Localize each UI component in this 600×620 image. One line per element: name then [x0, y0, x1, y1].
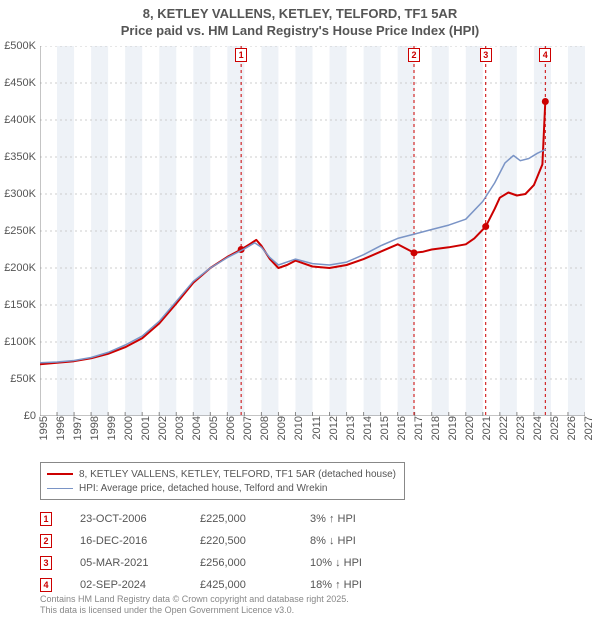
x-tick-label: 1995 — [36, 416, 50, 440]
y-tick-label: £450K — [4, 77, 40, 89]
y-tick-label: £200K — [4, 262, 40, 274]
event-row: 1 23-OCT-2006£225,0003% ↑ HPI — [40, 508, 362, 530]
y-tick-label: £250K — [4, 225, 40, 237]
event-row-marker: 1 — [40, 512, 52, 526]
event-row-marker: 3 — [40, 556, 52, 570]
x-tick-label: 2012 — [326, 416, 340, 440]
x-tick-label: 2024 — [530, 416, 544, 440]
y-tick-label: £100K — [4, 336, 40, 348]
event-row: 2 16-DEC-2016£220,5008% ↓ HPI — [40, 530, 362, 552]
y-tick-label: £500K — [4, 40, 40, 52]
x-tick-label: 2017 — [411, 416, 425, 440]
x-tick-label: 2010 — [291, 416, 305, 440]
event-marker-4: 4 — [539, 48, 551, 62]
footer-attribution: Contains HM Land Registry data © Crown c… — [40, 594, 349, 617]
event-price: £256,000 — [200, 557, 310, 569]
event-date: 16-DEC-2016 — [80, 535, 200, 547]
x-tick-label: 1999 — [104, 416, 118, 440]
legend-swatch — [47, 473, 73, 475]
x-tick-label: 1997 — [70, 416, 84, 440]
event-date: 05-MAR-2021 — [80, 557, 200, 569]
legend-swatch — [47, 488, 73, 489]
title-line-2: Price paid vs. HM Land Registry's House … — [0, 23, 600, 38]
x-tick-label: 2015 — [377, 416, 391, 440]
legend-label: 8, KETLEY VALLENS, KETLEY, TELFORD, TF1 … — [79, 469, 396, 480]
chart-plot-area: £0£50K£100K£150K£200K£250K£300K£350K£400… — [40, 46, 585, 416]
x-tick-label: 2021 — [479, 416, 493, 440]
events-table: 1 23-OCT-2006£225,0003% ↑ HPI 2 16-DEC-2016… — [40, 508, 362, 596]
y-tick-label: £50K — [10, 373, 40, 385]
event-row-marker: 2 — [40, 534, 52, 548]
x-tick-label: 2006 — [223, 416, 237, 440]
footer-line-1: Contains HM Land Registry data © Crown c… — [40, 594, 349, 605]
event-row: 3 05-MAR-2021£256,00010% ↓ HPI — [40, 552, 362, 574]
event-marker-3: 3 — [480, 48, 492, 62]
event-row-marker: 4 — [40, 578, 52, 592]
x-tick-label: 1998 — [87, 416, 101, 440]
legend-row: 8, KETLEY VALLENS, KETLEY, TELFORD, TF1 … — [47, 467, 396, 481]
x-tick-label: 2003 — [172, 416, 186, 440]
event-marker-1: 1 — [235, 48, 247, 62]
x-tick-label: 2016 — [394, 416, 408, 440]
chart-svg — [40, 46, 585, 416]
event-diff: 8% ↓ HPI — [310, 535, 356, 547]
chart-container: 8, KETLEY VALLENS, KETLEY, TELFORD, TF1 … — [0, 0, 600, 620]
event-price: £220,500 — [200, 535, 310, 547]
legend-box: 8, KETLEY VALLENS, KETLEY, TELFORD, TF1 … — [40, 462, 405, 500]
event-diff: 10% ↓ HPI — [310, 557, 362, 569]
x-tick-label: 2002 — [155, 416, 169, 440]
x-tick-label: 2026 — [564, 416, 578, 440]
event-date: 02-SEP-2024 — [80, 579, 200, 591]
x-tick-label: 2011 — [309, 416, 323, 440]
event-date: 23-OCT-2006 — [80, 513, 200, 525]
title-block: 8, KETLEY VALLENS, KETLEY, TELFORD, TF1 … — [0, 0, 600, 38]
x-tick-label: 2022 — [496, 416, 510, 440]
x-tick-label: 2014 — [360, 416, 374, 440]
y-tick-label: £150K — [4, 299, 40, 311]
x-tick-label: 2020 — [462, 416, 476, 440]
x-tick-label: 1996 — [53, 416, 67, 440]
x-tick-label: 2023 — [513, 416, 527, 440]
title-line-1: 8, KETLEY VALLENS, KETLEY, TELFORD, TF1 … — [0, 6, 600, 21]
event-diff: 3% ↑ HPI — [310, 513, 356, 525]
event-diff: 18% ↑ HPI — [310, 579, 362, 591]
y-tick-label: £400K — [4, 114, 40, 126]
event-price: £225,000 — [200, 513, 310, 525]
y-tick-label: £350K — [4, 151, 40, 163]
x-tick-label: 2027 — [581, 416, 595, 440]
legend-row: HPI: Average price, detached house, Telf… — [47, 481, 396, 495]
x-tick-label: 2000 — [121, 416, 135, 440]
y-tick-label: £300K — [4, 188, 40, 200]
x-tick-label: 2005 — [206, 416, 220, 440]
legend-label: HPI: Average price, detached house, Telf… — [79, 483, 328, 494]
x-tick-label: 2009 — [274, 416, 288, 440]
x-tick-label: 2004 — [189, 416, 203, 440]
footer-line-2: This data is licensed under the Open Gov… — [40, 605, 349, 616]
x-tick-label: 2019 — [445, 416, 459, 440]
x-tick-label: 2007 — [240, 416, 254, 440]
x-tick-label: 2018 — [428, 416, 442, 440]
x-tick-label: 2025 — [547, 416, 561, 440]
x-tick-label: 2008 — [257, 416, 271, 440]
event-price: £425,000 — [200, 579, 310, 591]
x-tick-label: 2013 — [343, 416, 357, 440]
event-marker-2: 2 — [408, 48, 420, 62]
x-tick-label: 2001 — [138, 416, 152, 440]
